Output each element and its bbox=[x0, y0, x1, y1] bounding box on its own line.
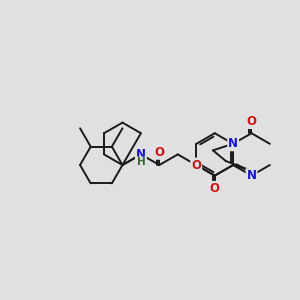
Text: O: O bbox=[191, 158, 201, 172]
Text: N: N bbox=[228, 137, 238, 150]
Text: H: H bbox=[136, 158, 145, 167]
Text: N: N bbox=[247, 169, 256, 182]
Text: N: N bbox=[136, 148, 146, 161]
Text: O: O bbox=[247, 115, 256, 128]
Text: O: O bbox=[154, 146, 164, 159]
Text: O: O bbox=[210, 182, 220, 195]
